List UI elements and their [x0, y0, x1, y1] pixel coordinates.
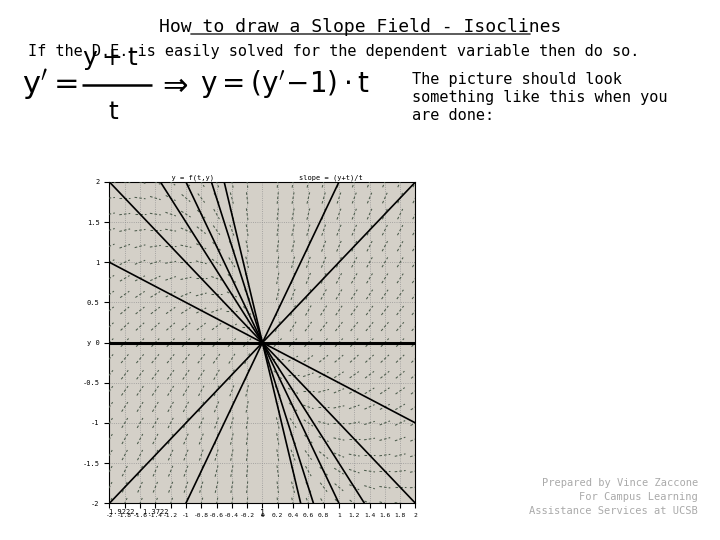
Text: For Campus Learning: For Campus Learning	[580, 492, 698, 502]
Title:   y = f(t,y)                    slope = (y+t)/t: y = f(t,y) slope = (y+t)/t	[163, 175, 362, 181]
Text: $\Rightarrow$: $\Rightarrow$	[157, 71, 189, 99]
Text: are done:: are done:	[412, 108, 494, 123]
Text: $\mathsf{y+t}$: $\mathsf{y+t}$	[82, 45, 139, 72]
Text: If the D.E. is easily solved for the dependent variable then do so.: If the D.E. is easily solved for the dep…	[28, 44, 639, 59]
Text: $\mathsf{y=(y'\!-\!1)\cdot t}$: $\mathsf{y=(y'\!-\!1)\cdot t}$	[200, 69, 369, 101]
Text: something like this when you: something like this when you	[412, 90, 667, 105]
Text: 1.9222, 1.3722: 1.9222, 1.3722	[109, 509, 169, 515]
Text: The picture should look: The picture should look	[412, 72, 622, 87]
Text: Prepared by Vince Zaccone: Prepared by Vince Zaccone	[541, 478, 698, 488]
Text: $\mathsf{t}$: $\mathsf{t}$	[109, 100, 120, 124]
Text: How to draw a Slope Field - Isoclines: How to draw a Slope Field - Isoclines	[159, 18, 561, 36]
Text: $\mathsf{y'=}$: $\mathsf{y'=}$	[22, 68, 77, 103]
Text: 1: 1	[261, 509, 265, 518]
Text: Assistance Services at UCSB: Assistance Services at UCSB	[529, 506, 698, 516]
